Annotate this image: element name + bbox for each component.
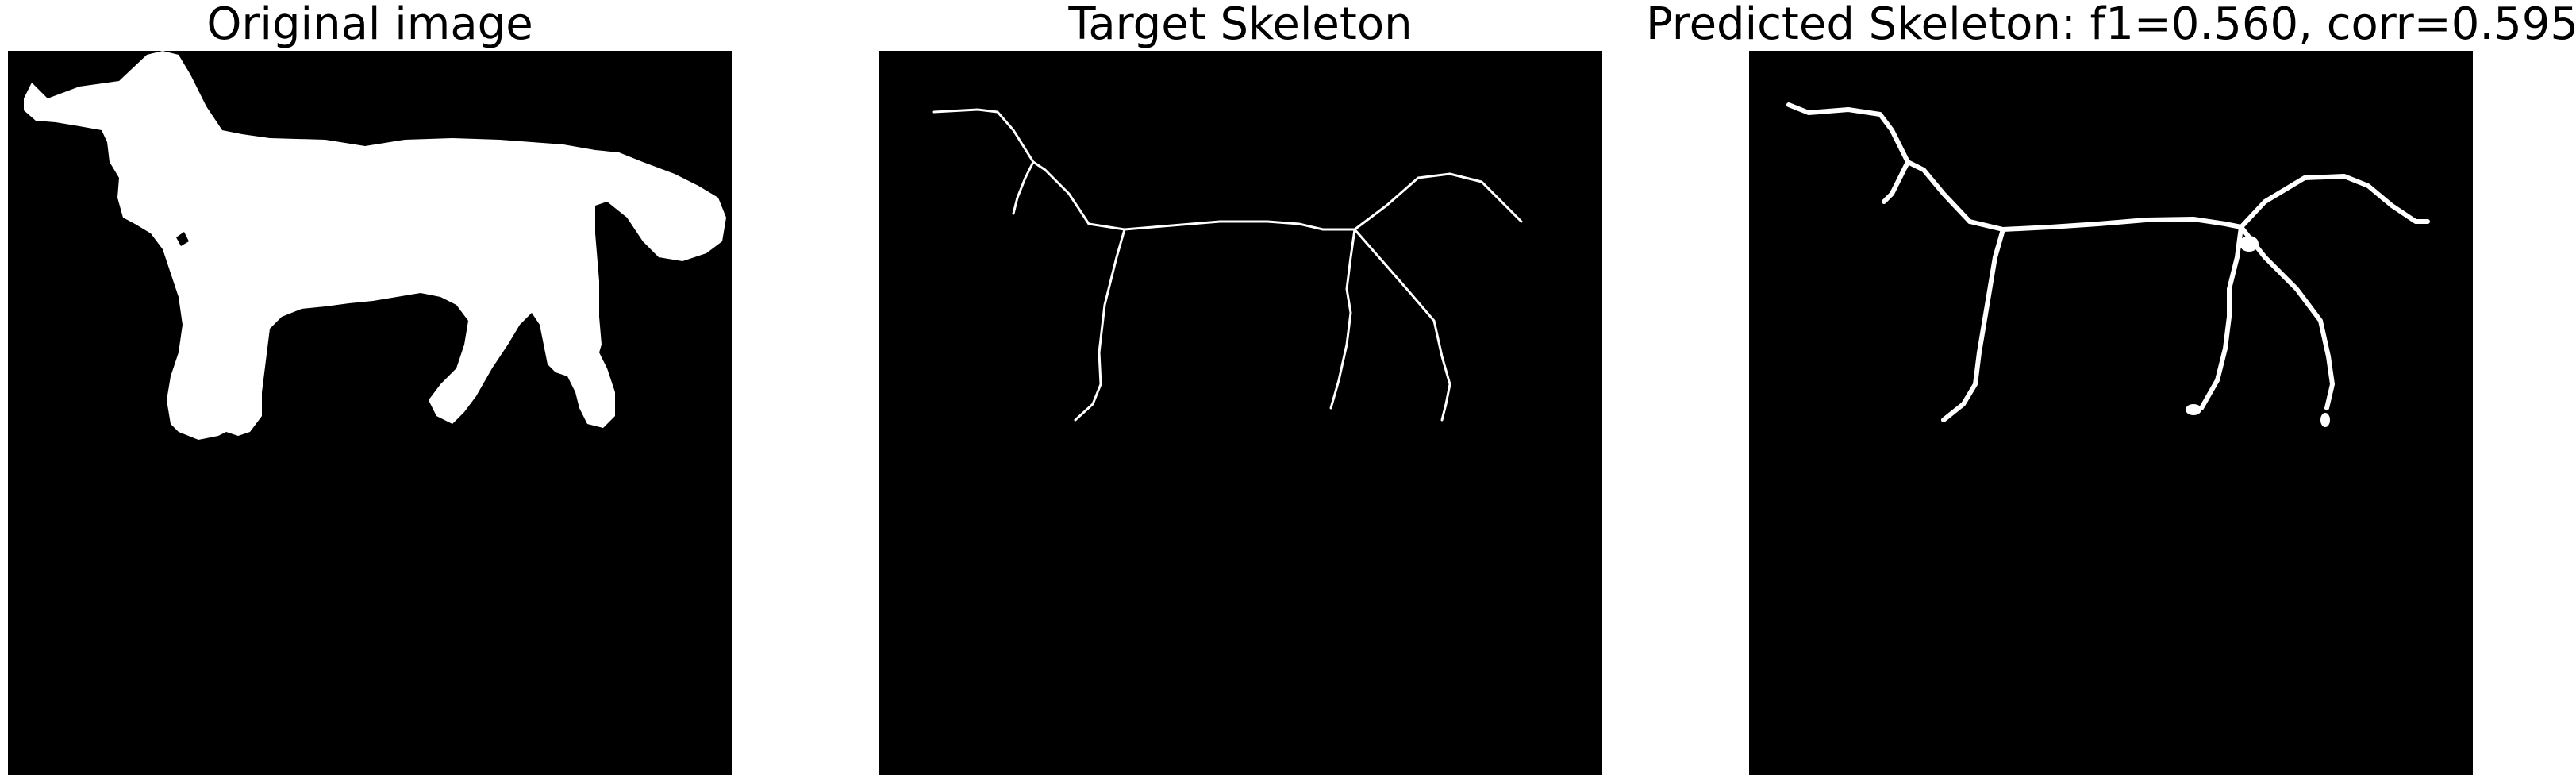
predicted-skeleton-blob-1 bbox=[2240, 236, 2259, 252]
predicted-skeleton-front-leg bbox=[1941, 227, 2005, 422]
predicted-skeleton-neck bbox=[1921, 168, 1972, 224]
dog-silhouette-image bbox=[24, 51, 726, 440]
target-skeleton-tail bbox=[1353, 172, 1523, 231]
panel-title-original: Original image bbox=[206, 0, 533, 50]
target-skeleton-hind-leg bbox=[1329, 228, 1356, 410]
target-skeleton-jaw bbox=[1012, 160, 1035, 215]
predicted-skeleton-spine bbox=[1967, 217, 2243, 232]
predicted-skeleton-blob-2 bbox=[2186, 404, 2201, 415]
panel-title-target: Target Skeleton bbox=[1068, 0, 1413, 50]
panel-original-image bbox=[8, 51, 732, 775]
predicted-skeleton-head bbox=[1786, 102, 1926, 172]
target-skeleton-spine bbox=[1087, 220, 1356, 231]
predicted-skeleton-hind-leg bbox=[2199, 225, 2243, 410]
target-skeleton-front-leg bbox=[1074, 228, 1126, 422]
panel-target-skeleton bbox=[879, 51, 1602, 775]
target-skeleton-image bbox=[932, 108, 1523, 422]
target-skeleton-neck bbox=[1044, 168, 1090, 225]
dog-silhouette-detail bbox=[176, 232, 189, 246]
predicted-skeleton-hind-leg-2 bbox=[2239, 225, 2335, 410]
target-skeleton-hind-leg-2 bbox=[1353, 228, 1451, 422]
predicted-skeleton-tail bbox=[2239, 174, 2430, 229]
panel-predicted-skeleton bbox=[1749, 51, 2473, 775]
predicted-skeleton-blob-3 bbox=[2320, 413, 2330, 427]
predicted-skeleton-jaw bbox=[1882, 160, 1910, 204]
panel-title-predicted: Predicted Skeleton: f1=0.560, corr=0.595 bbox=[1646, 0, 2576, 50]
predicted-skeleton-image bbox=[1786, 102, 2430, 427]
dog-silhouette bbox=[24, 51, 726, 440]
target-skeleton-head bbox=[932, 108, 1047, 171]
